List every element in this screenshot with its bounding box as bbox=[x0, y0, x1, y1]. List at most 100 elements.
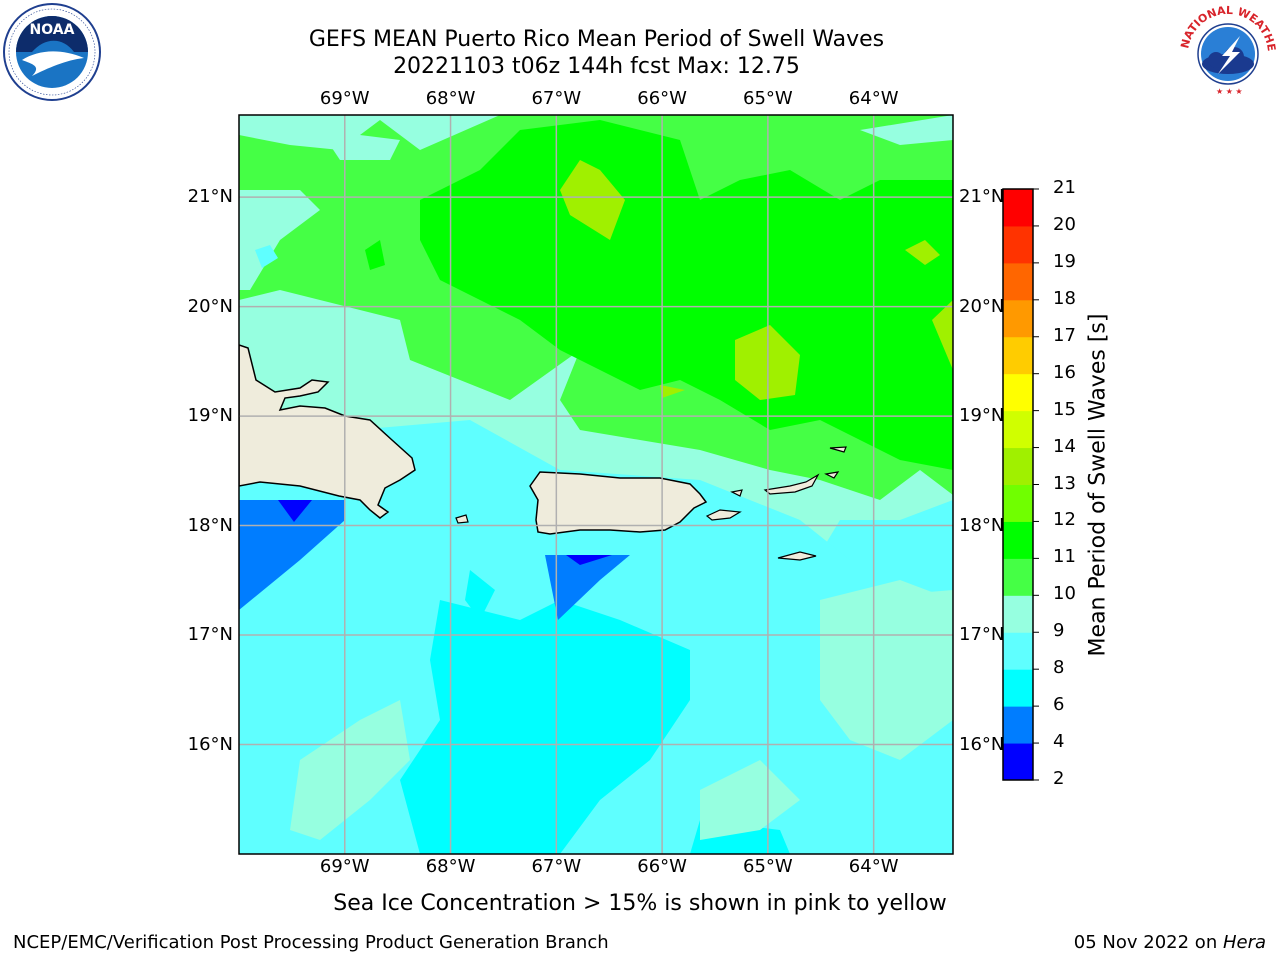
field-patch-9-10-nw bbox=[239, 190, 320, 290]
land-islet-b bbox=[824, 471, 840, 479]
colorbar-tick-label: 19 bbox=[1053, 250, 1076, 272]
colorbar-tick-label: 12 bbox=[1053, 509, 1076, 531]
svg-text:★ ★ ★: ★ ★ ★ bbox=[1216, 87, 1243, 96]
colorbar-tick-label: 15 bbox=[1053, 398, 1076, 420]
lon-label-top: 65°W bbox=[743, 88, 793, 109]
lat-label-left: 19°N bbox=[187, 405, 233, 427]
colorbar-tick-label: 14 bbox=[1053, 435, 1076, 457]
colorbar-segment bbox=[1003, 743, 1033, 781]
lat-label-right: 21°N bbox=[959, 186, 1005, 208]
field-band-11-12 bbox=[420, 120, 953, 470]
lon-label-top: 68°W bbox=[425, 88, 476, 109]
lon-label-top: 66°W bbox=[637, 88, 687, 109]
lon-label-top: 69°W bbox=[319, 88, 370, 109]
field-band-12-13-e bbox=[660, 385, 685, 398]
lat-label-left: 16°N bbox=[187, 733, 233, 755]
lon-label-bottom: 69°W bbox=[319, 856, 370, 877]
colorbar-segment bbox=[1003, 706, 1033, 744]
colorbar-tick-label: 20 bbox=[1053, 213, 1076, 235]
lon-label-bottom: 65°W bbox=[743, 856, 793, 877]
lat-label-right: 19°N bbox=[959, 405, 1005, 427]
swell-period-field bbox=[239, 115, 953, 854]
land-vieques bbox=[705, 509, 742, 521]
lat-label-right: 18°N bbox=[959, 514, 1005, 536]
field-band-4-6-west bbox=[239, 500, 345, 610]
footer-credit: NCEP/EMC/Verification Post Processing Pr… bbox=[13, 932, 609, 953]
lat-label-right: 20°N bbox=[959, 295, 1005, 317]
land-anegada bbox=[829, 446, 847, 453]
colorbar-segment bbox=[1003, 262, 1033, 301]
field-patch-9-10-nw-b bbox=[320, 130, 400, 160]
colorbar-segment bbox=[1003, 189, 1033, 227]
field-patch-9-10-south-b bbox=[820, 580, 953, 760]
noaa-logo: NOAA bbox=[2, 2, 102, 106]
colorbar-segment bbox=[1003, 299, 1033, 338]
colorbar-tick-label: 13 bbox=[1053, 472, 1076, 494]
colorbar-label: Mean Period of Swell Waves [s] bbox=[1085, 313, 1111, 657]
colorbar bbox=[1002, 188, 1039, 781]
lon-label-bottom: 68°W bbox=[425, 856, 476, 877]
colorbar-segment bbox=[1003, 521, 1033, 559]
colorbar-segment bbox=[1003, 225, 1033, 264]
footer-date: 05 Nov 2022 on Hera bbox=[1074, 932, 1266, 953]
field-patch-9-10-south-c bbox=[700, 760, 800, 840]
colorbar-segment bbox=[1003, 336, 1033, 375]
sea-ice-note: Sea Ice Concentration > 15% is shown in … bbox=[333, 891, 947, 916]
lon-label-bottom: 67°W bbox=[531, 856, 582, 877]
land-hispaniola bbox=[239, 344, 416, 519]
lat-label-left: 20°N bbox=[187, 295, 233, 317]
footer-host: Hera bbox=[1222, 932, 1266, 953]
lat-label-left: 21°N bbox=[187, 186, 233, 208]
land-culebra bbox=[730, 489, 743, 497]
colorbar-segment bbox=[1003, 595, 1033, 633]
field-band-4-6-center bbox=[545, 555, 630, 620]
map-frame bbox=[238, 114, 954, 855]
colorbar-tick-label: 21 bbox=[1053, 177, 1076, 198]
colorbar-segment bbox=[1003, 558, 1033, 596]
lon-label-top: 67°W bbox=[531, 88, 582, 109]
lat-label-left: 18°N bbox=[187, 514, 233, 536]
field-band-2-4-west bbox=[278, 500, 312, 522]
field-band-6-8-b bbox=[465, 570, 495, 620]
colorbar-segment bbox=[1003, 669, 1033, 707]
field-patch-8-9-nw bbox=[255, 245, 278, 268]
figure-subtitle: 20221103 t06z 144h fcst Max: 12.75 bbox=[393, 54, 800, 79]
lon-label-bottom: 66°W bbox=[637, 856, 687, 877]
colorbar-tick-label: 11 bbox=[1053, 546, 1076, 568]
field-patch-9-10-south-a bbox=[290, 700, 410, 840]
map-gridlines bbox=[239, 115, 953, 854]
lon-label-bottom: 64°W bbox=[848, 856, 899, 877]
colorbar-segment bbox=[1003, 632, 1033, 670]
land-mona-island bbox=[455, 514, 469, 524]
colorbar-tick-label: 6 bbox=[1053, 694, 1065, 716]
field-patch-11-12-b bbox=[365, 240, 385, 270]
lat-label-right: 17°N bbox=[959, 624, 1005, 646]
field-patch-9-10-ne bbox=[860, 115, 953, 145]
colorbar-tick-label: 4 bbox=[1053, 731, 1065, 753]
field-band-6-8 bbox=[400, 600, 690, 854]
colorbar-tick-label: 10 bbox=[1053, 583, 1076, 605]
field-band-12-13-a bbox=[560, 160, 625, 240]
footer-date-text: 05 Nov 2022 on bbox=[1073, 932, 1223, 953]
colorbar-tick-label: 2 bbox=[1053, 768, 1065, 789]
lat-label-left: 17°N bbox=[187, 624, 233, 646]
colorbar-tick-label: 18 bbox=[1053, 287, 1076, 309]
svg-text:NOAA: NOAA bbox=[30, 22, 75, 38]
colorbar-tick-label: 16 bbox=[1053, 361, 1076, 383]
land-virgin-islands bbox=[763, 473, 820, 495]
colorbar-segment bbox=[1003, 447, 1033, 485]
colorbar-tick-label: 8 bbox=[1053, 657, 1065, 679]
field-band-2-4-center bbox=[566, 555, 612, 565]
colorbar-segment bbox=[1003, 484, 1033, 522]
field-band-12-13-c bbox=[905, 240, 940, 265]
national-weather-service-logo: NATIONAL WEATHER SERVICE ★ ★ ★ bbox=[1174, 0, 1278, 106]
figure-title: GEFS MEAN Puerto Rico Mean Period of Swe… bbox=[308, 27, 885, 52]
colorbar-segment bbox=[1003, 373, 1033, 412]
field-band-12-13-d bbox=[932, 300, 953, 370]
colorbar-tick-label: 9 bbox=[1053, 620, 1065, 642]
colorbar-tick-label: 17 bbox=[1053, 324, 1076, 346]
land-st-croix bbox=[777, 551, 817, 561]
colorbar-segment bbox=[1003, 410, 1033, 449]
